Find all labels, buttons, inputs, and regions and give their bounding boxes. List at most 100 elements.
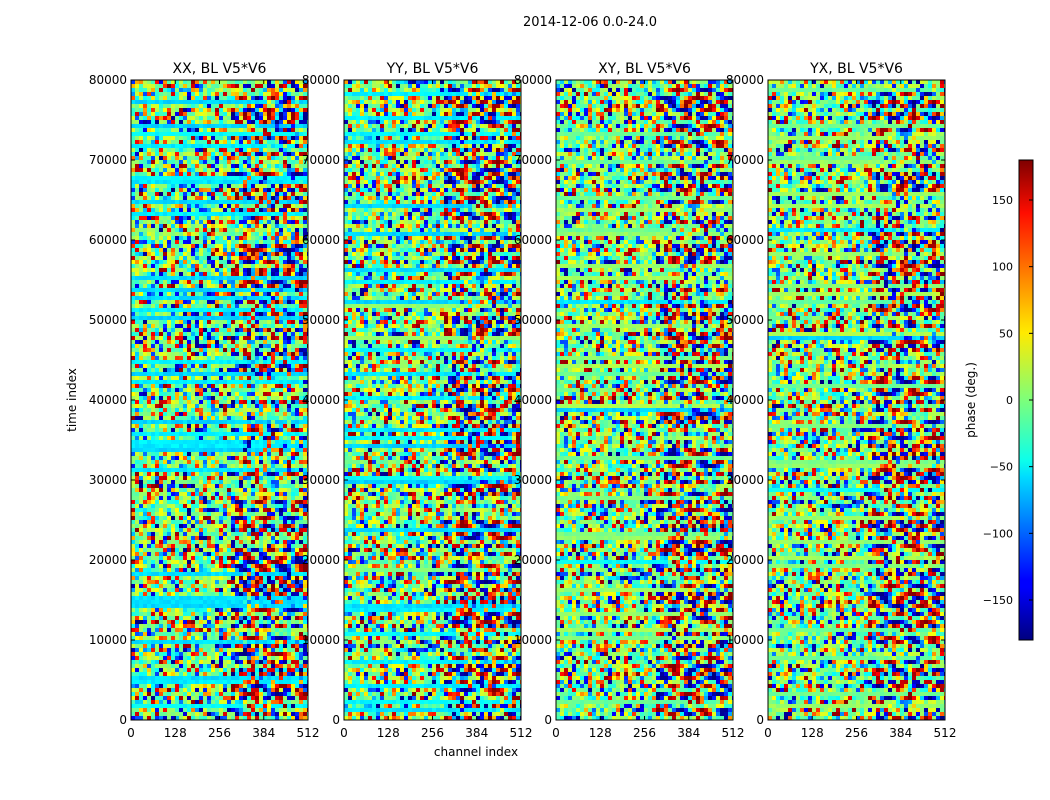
heatmap-cell [219,296,223,300]
heatmap-cell [183,520,187,524]
heatmap-cell [207,128,211,132]
heatmap-cell [219,96,223,100]
heatmap-cell [227,164,231,168]
heatmap-cell [291,296,295,300]
heatmap-cell [147,312,151,316]
heatmap-cell [191,356,195,360]
heatmap-cell [159,316,163,320]
heatmap-cell [155,320,159,324]
heatmap-cell [223,304,227,308]
heatmap-cell [195,420,199,424]
heatmap-cell [195,452,199,456]
heatmap-cell [203,252,207,256]
heatmap-cell [151,284,155,288]
heatmap-cell [135,172,139,176]
heatmap-cell [243,292,247,296]
heatmap-cell [267,408,271,412]
heatmap-cell [291,460,295,464]
heatmap-cell [231,244,235,248]
heatmap-cell [271,412,275,416]
heatmap-cell [299,112,303,116]
heatmap-cell [291,232,295,236]
heatmap-cell [211,424,215,428]
heatmap-cell [263,144,267,148]
heatmap-cell [171,320,175,324]
heatmap-cell [239,212,243,216]
heatmap-cell [295,428,299,432]
heatmap-cell [211,396,215,400]
heatmap-cell [291,180,295,184]
heatmap-cell [227,448,231,452]
heatmap-cell [171,496,175,500]
heatmap-cell [147,100,151,104]
heatmap-cell [259,264,263,268]
heatmap-cell [155,256,159,260]
heatmap-cell [195,460,199,464]
heatmap-cell [199,84,203,88]
heatmap-cell [135,504,139,508]
heatmap-cell [295,284,299,288]
heatmap-cell [295,196,299,200]
heatmap-cell [271,260,275,264]
heatmap-cell [255,228,259,232]
heatmap-cell [159,184,163,188]
heatmap-cell [295,420,299,424]
heatmap-cell [295,340,299,344]
heatmap-cell [275,120,279,124]
heatmap-cell [183,100,187,104]
heatmap-cell [247,164,251,168]
heatmap-cell [179,364,183,368]
heatmap-cell [183,292,187,296]
heatmap-cell [183,128,187,132]
heatmap-cell [295,464,299,468]
heatmap-cell [235,152,239,156]
heatmap-cell [143,408,147,412]
heatmap-cell [219,168,223,172]
heatmap-cell [207,508,211,512]
heatmap-cell [299,256,303,260]
heatmap-cell [283,412,287,416]
heatmap-cell [211,316,215,320]
heatmap-cell [183,496,187,500]
heatmap-cell [239,240,243,244]
heatmap-cell [163,424,167,428]
heatmap-cell [239,140,243,144]
heatmap-cell [143,428,147,432]
heatmap-cell [263,452,267,456]
heatmap-cell [303,284,307,288]
heatmap-cell [263,352,267,356]
heatmap-cell [187,184,191,188]
heatmap-cell [179,372,183,376]
heatmap-cell [199,248,203,252]
heatmap-cell [143,504,147,508]
heatmap-cell [191,368,195,372]
heatmap-cell [287,124,291,128]
heatmap-cell [255,308,259,312]
heatmap-cell [199,252,203,256]
heatmap-cell [263,124,267,128]
heatmap-cell [283,84,287,88]
heatmap-cell [203,520,207,524]
heatmap-cell [295,112,299,116]
heatmap-cell [299,192,303,196]
heatmap-cell [251,344,255,348]
heatmap-cell [243,460,247,464]
heatmap-cell [223,268,227,272]
heatmap-cell [283,384,287,388]
heatmap-cell [267,356,271,360]
heatmap-cell [159,456,163,460]
heatmap-cell [155,444,159,448]
heatmap-cell [195,168,199,172]
heatmap-cell [183,124,187,128]
heatmap-cell [211,300,215,304]
heatmap-cell [175,240,179,244]
heatmap-cell [147,496,151,500]
heatmap-cell [167,440,171,444]
heatmap-cell [263,92,267,96]
heatmap-cell [159,420,163,424]
heatmap-cell [207,304,211,308]
heatmap-cell [243,312,247,316]
heatmap-cell [271,344,275,348]
heatmap-cell [227,328,231,332]
heatmap-cell [263,344,267,348]
